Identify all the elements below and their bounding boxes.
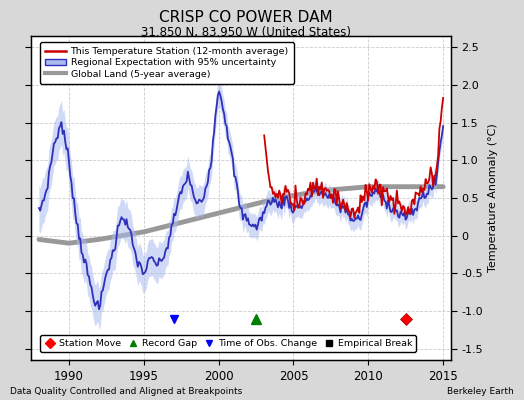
Legend: Station Move, Record Gap, Time of Obs. Change, Empirical Break: Station Move, Record Gap, Time of Obs. C… bbox=[40, 336, 416, 352]
Y-axis label: Temperature Anomaly (°C): Temperature Anomaly (°C) bbox=[488, 124, 498, 272]
Text: CRISP CO POWER DAM: CRISP CO POWER DAM bbox=[159, 10, 333, 25]
Text: Data Quality Controlled and Aligned at Breakpoints: Data Quality Controlled and Aligned at B… bbox=[10, 387, 243, 396]
Text: Berkeley Earth: Berkeley Earth bbox=[447, 387, 514, 396]
Text: 31.850 N, 83.950 W (United States): 31.850 N, 83.950 W (United States) bbox=[141, 26, 351, 39]
